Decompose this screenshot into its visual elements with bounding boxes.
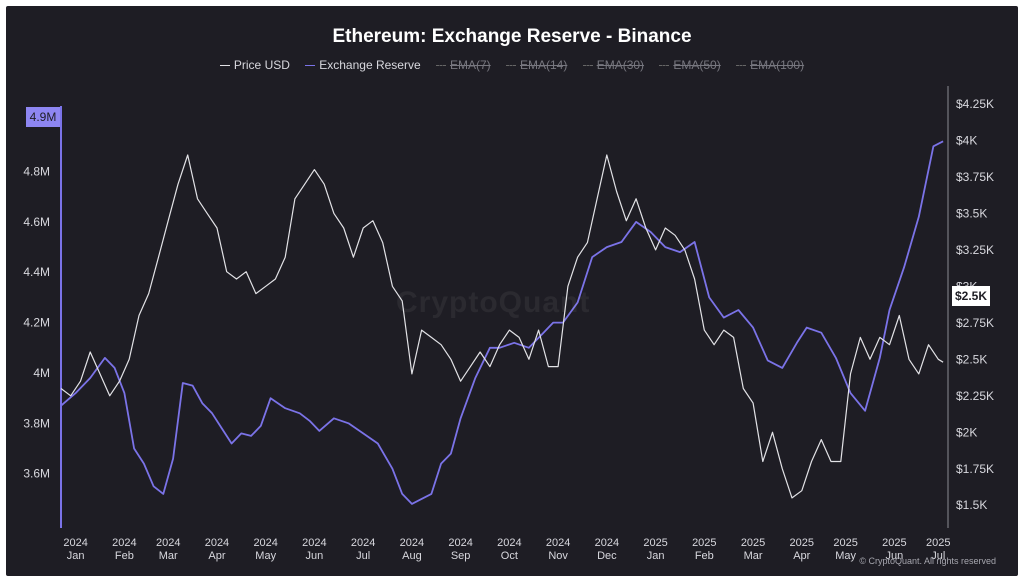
x-tick-month: Nov bbox=[548, 550, 568, 562]
left-tick-label: 4.2M bbox=[23, 316, 50, 330]
left-tick-label: 4M bbox=[33, 366, 50, 380]
legend-item-price-usd[interactable]: Price USD bbox=[219, 58, 290, 72]
x-tick-month: Jun bbox=[306, 550, 324, 562]
x-tick-year: 2025 bbox=[833, 537, 857, 549]
x-tick-year: 2024 bbox=[497, 537, 521, 549]
x-tick-year: 2024 bbox=[112, 537, 136, 549]
right-tick-label: $1.75K bbox=[956, 462, 994, 476]
x-tick-month: Oct bbox=[501, 550, 518, 562]
x-tick-year: 2024 bbox=[351, 537, 375, 549]
right-tick-label: $3.25K bbox=[956, 243, 994, 257]
x-tick-year: 2024 bbox=[302, 537, 326, 549]
chart-frame: 3.6M3.8M4M4.2M4.4M4.6M4.8M5M$1.5K$1.75K$… bbox=[6, 6, 1018, 576]
x-tick-month: Sep bbox=[451, 550, 471, 562]
x-tick-year: 2025 bbox=[790, 537, 814, 549]
x-tick-month: Feb bbox=[115, 550, 134, 562]
x-tick-month: Dec bbox=[597, 550, 617, 562]
x-tick-month: Jul bbox=[356, 550, 370, 562]
x-tick-year: 2025 bbox=[882, 537, 906, 549]
right-tick-label: $4.25K bbox=[956, 97, 994, 111]
series-line-price-usd bbox=[60, 154, 944, 499]
right-tick-label: $1.5K bbox=[956, 498, 987, 512]
right-tick-label: $2.75K bbox=[956, 316, 994, 330]
x-tick-year: 2025 bbox=[692, 537, 716, 549]
legend-item-ema100[interactable]: EMA(100) bbox=[736, 58, 804, 72]
x-tick-month: Mar bbox=[159, 550, 178, 562]
x-tick-year: 2024 bbox=[400, 537, 424, 549]
x-tick-month: Apr bbox=[793, 550, 810, 562]
right-tick-label: $2.25K bbox=[956, 389, 994, 403]
watermark-text: CryptoQuant bbox=[396, 286, 591, 319]
left-tick-label: 3.8M bbox=[23, 416, 50, 430]
series-line-exchange-reserve bbox=[60, 140, 944, 505]
x-tick-month: May bbox=[835, 550, 856, 562]
x-tick-year: 2025 bbox=[926, 537, 950, 549]
x-tick-month: Mar bbox=[744, 550, 763, 562]
x-tick-year: 2024 bbox=[595, 537, 619, 549]
current-price-label: $2.5K bbox=[952, 286, 990, 306]
x-tick-year: 2024 bbox=[448, 537, 472, 549]
right-tick-label: $4K bbox=[956, 133, 977, 147]
x-tick-month: Jul bbox=[931, 550, 945, 562]
x-tick-year: 2024 bbox=[546, 537, 570, 549]
x-tick-month: Aug bbox=[402, 550, 422, 562]
x-tick-month: Jun bbox=[886, 550, 904, 562]
x-tick-month: Jan bbox=[647, 550, 665, 562]
legend: Price USD Exchange Reserve EMA(7) EMA(14… bbox=[6, 58, 1018, 72]
x-tick-year: 2024 bbox=[156, 537, 180, 549]
chart-plot[interactable]: 3.6M3.8M4M4.2M4.4M4.6M4.8M5M$1.5K$1.75K$… bbox=[6, 6, 1018, 576]
left-tick-label: 4.8M bbox=[23, 165, 50, 179]
x-tick-year: 2024 bbox=[63, 537, 87, 549]
x-tick-month: May bbox=[255, 550, 276, 562]
left-tick-label: 4.6M bbox=[23, 215, 50, 229]
right-tick-label: $2.5K bbox=[956, 352, 987, 366]
x-tick-year: 2024 bbox=[205, 537, 229, 549]
legend-item-ema50[interactable]: EMA(50) bbox=[659, 58, 721, 72]
right-tick-label: $2K bbox=[956, 425, 977, 439]
x-tick-year: 2024 bbox=[253, 537, 277, 549]
left-tick-label: 4.4M bbox=[23, 265, 50, 279]
x-tick-month: Jan bbox=[67, 550, 85, 562]
legend-item-ema7[interactable]: EMA(7) bbox=[435, 58, 491, 72]
x-tick-month: Apr bbox=[208, 550, 225, 562]
chart-title: Ethereum: Exchange Reserve - Binance bbox=[332, 26, 692, 47]
current-reserve-label: 4.9M bbox=[26, 107, 60, 127]
left-tick-label: 3.6M bbox=[23, 467, 50, 481]
copyright-text: © CryptoQuant. All rights reserved bbox=[859, 556, 996, 566]
right-tick-label: $3.5K bbox=[956, 206, 987, 220]
x-tick-year: 2025 bbox=[741, 537, 765, 549]
legend-item-ema30[interactable]: EMA(30) bbox=[582, 58, 644, 72]
x-tick-month: Feb bbox=[695, 550, 714, 562]
right-tick-label: $3.75K bbox=[956, 170, 994, 184]
legend-item-ema14[interactable]: EMA(14) bbox=[506, 58, 567, 72]
x-tick-year: 2025 bbox=[643, 537, 667, 549]
legend-item-exchange-reserve[interactable]: Exchange Reserve bbox=[305, 58, 421, 72]
